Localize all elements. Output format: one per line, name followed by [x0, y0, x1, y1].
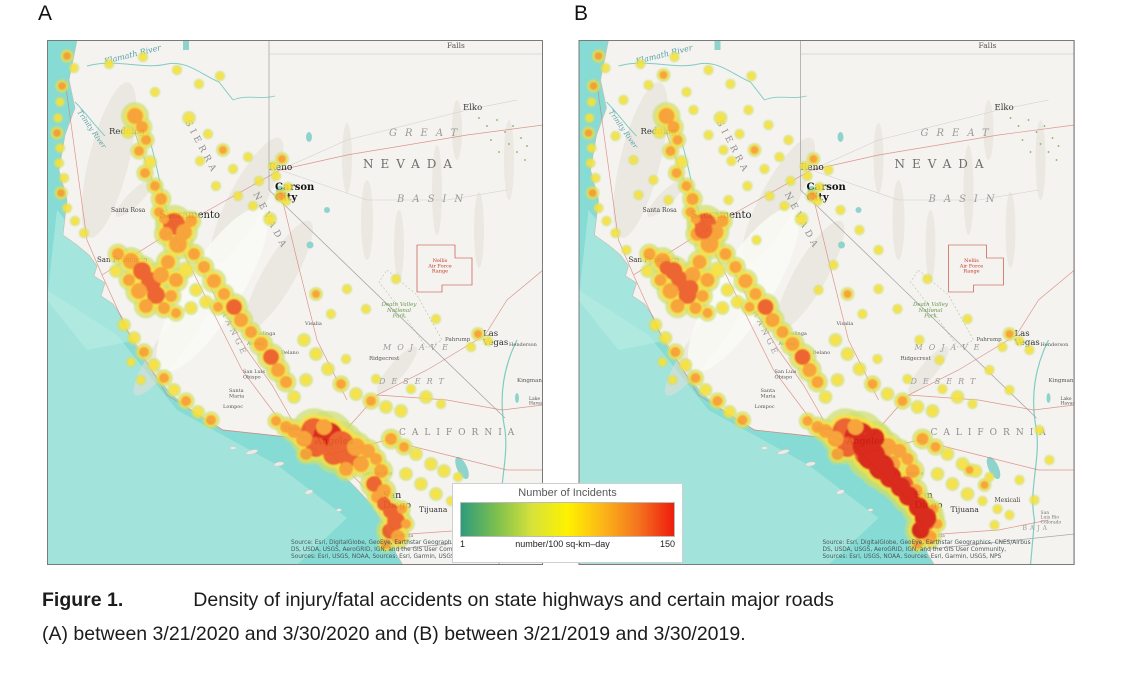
svg-text:Santa Rosa: Santa Rosa [111, 207, 146, 214]
svg-text:Tijuana: Tijuana [419, 505, 448, 514]
svg-text:GREAT: GREAT [389, 128, 465, 139]
source-attribution-a: Source: Esri, DigitalGlobe, GeoEye, Eart… [291, 540, 499, 560]
figure-caption-label: Figure 1. [42, 589, 124, 611]
svg-text:Henderson: Henderson [509, 342, 538, 348]
svg-text:Elko: Elko [463, 103, 482, 113]
svg-text:Sources: Esri, USGS, NOAA, Sou: Sources: Esri, USGS, NOAA, Sources: Esri… [823, 554, 1002, 560]
svg-text:LakeHavasu: LakeHavasu [529, 396, 543, 407]
svg-text:Visalia: Visalia [304, 321, 322, 327]
svg-text:Pahrump: Pahrump [445, 337, 471, 343]
panel-b-label: B [574, 2, 589, 25]
svg-text:DESERT: DESERT [910, 377, 982, 386]
source-attribution-b: Source: Esri, DigitalGlobe, GeoEye, Eart… [823, 540, 1031, 560]
svg-text:Kingman: Kingman [517, 378, 542, 384]
svg-text:NEVADA: NEVADA [363, 157, 459, 171]
svg-text:Source: Esri, DigitalGlobe, Ge: Source: Esri, DigitalGlobe, GeoEye, Eart… [291, 540, 499, 546]
svg-text:Reno: Reno [269, 163, 292, 173]
svg-text:DS, USDA, USGS, AeroGRID, IGN,: DS, USDA, USGS, AeroGRID, IGN, and the G… [823, 547, 1007, 553]
svg-text:Delano: Delano [813, 350, 831, 356]
svg-text:MOJAVE: MOJAVE [914, 343, 986, 352]
svg-text:Source: Esri, DigitalGlobe, Ge: Source: Esri, DigitalGlobe, GeoEye, Eart… [823, 540, 1031, 546]
svg-text:MOJAVE: MOJAVE [382, 343, 454, 352]
heatmap-layer-a [50, 49, 494, 553]
svg-text:Falls: Falls [979, 41, 997, 50]
svg-text:NEVADA: NEVADA [895, 157, 991, 171]
svg-text:Lompoc: Lompoc [755, 404, 775, 410]
svg-text:BASIN: BASIN [396, 194, 471, 205]
svg-text:GREAT: GREAT [921, 128, 997, 139]
map-frame-a [47, 40, 543, 565]
svg-text:Falls: Falls [447, 41, 465, 50]
svg-text:DS, USDA, USGS, AeroGRID, IGN,: DS, USDA, USGS, AeroGRID, IGN, and the G… [291, 547, 475, 553]
svg-text:Lompoc: Lompoc [223, 404, 243, 410]
svg-text:DESERT: DESERT [378, 377, 450, 386]
svg-text:Ridgecrest: Ridgecrest [901, 356, 932, 362]
figure-caption-line2: (A) between 3/21/2020 and 3/30/2020 and … [42, 623, 746, 645]
svg-text:Santa Rosa: Santa Rosa [643, 207, 678, 214]
legend-min: 1 [460, 539, 466, 549]
legend: Number of Incidents 1 number/100 sq-km–d… [452, 483, 683, 563]
svg-text:Delano: Delano [281, 350, 299, 356]
svg-text:Elko: Elko [995, 103, 1014, 113]
map-frame-b [578, 40, 1075, 565]
svg-text:Reno: Reno [801, 163, 824, 173]
svg-text:CALIFORNIA: CALIFORNIA [399, 428, 520, 438]
svg-text:Mexicali: Mexicali [995, 497, 1021, 504]
svg-text:Ridgecrest: Ridgecrest [369, 356, 400, 362]
svg-text:Kingman: Kingman [1049, 378, 1074, 384]
svg-text:BASIN: BASIN [928, 194, 1003, 205]
svg-text:Henderson: Henderson [1041, 342, 1070, 348]
heatmap-layer-b [581, 49, 1055, 553]
svg-text:CALIFORNIA: CALIFORNIA [931, 428, 1052, 438]
figure-caption: Figure 1. Density of injury/fatal acciden… [42, 583, 1102, 651]
panel-a-label: A [38, 2, 53, 25]
figure-caption-line1: Density of injury/fatal accidents on sta… [193, 589, 834, 611]
legend-unit: number/100 sq-km–day [515, 539, 610, 549]
svg-text:Pahrump: Pahrump [977, 337, 1003, 343]
legend-max: 150 [659, 539, 675, 549]
legend-gradient-bar [460, 502, 675, 537]
svg-text:BAJA: BAJA [1023, 525, 1050, 532]
legend-title: Number of Incidents [518, 487, 617, 499]
svg-text:LakeHavasu: LakeHavasu [1061, 396, 1076, 407]
svg-text:Tijuana: Tijuana [951, 505, 980, 514]
svg-text:Visalia: Visalia [836, 321, 854, 327]
svg-text:Sources: Esri, USGS, NOAA, Sou: Sources: Esri, USGS, NOAA, Sources: Esri… [291, 554, 470, 560]
